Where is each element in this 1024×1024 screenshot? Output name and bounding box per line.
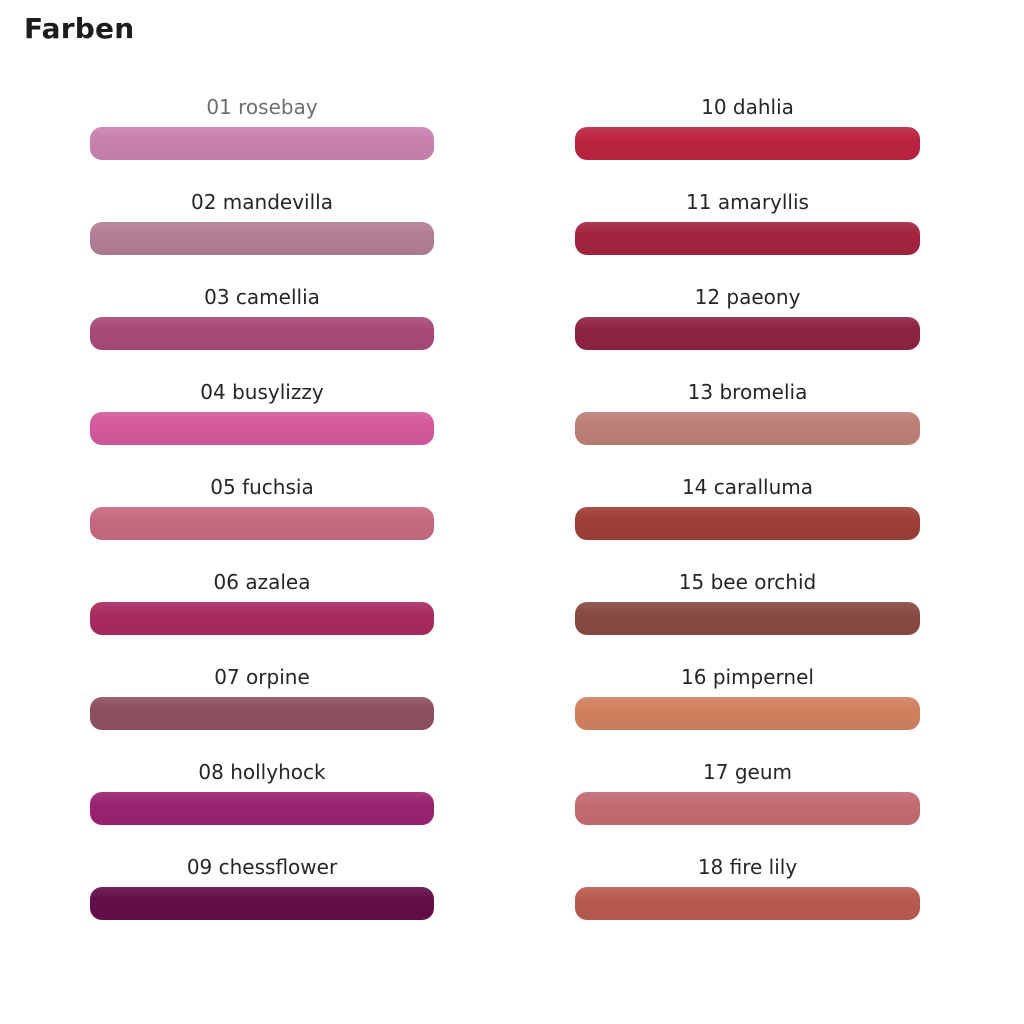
swatch-label: 13 bromelia [687,380,808,404]
swatch-label: 12 paeony [694,285,801,309]
swatch-entry-01-rosebay: 01 rosebay [90,94,434,189]
swatch-07-orpine[interactable] [90,697,434,730]
swatch-12-paeony[interactable] [575,317,920,350]
swatch-06-azalea[interactable] [90,602,434,635]
swatch-entry-14-caralluma: 14 caralluma [575,474,920,569]
swatch-column-right: 10 dahlia 11 amaryllis 12 paeony 13 brom… [575,94,920,949]
swatch-entry-10-dahlia: 10 dahlia [575,94,920,189]
swatch-entry-04-busylizzy: 04 busylizzy [90,379,434,474]
swatch-label: 01 rosebay [206,95,318,119]
page-title: Farben [24,12,135,45]
swatch-03-camellia[interactable] [90,317,434,350]
swatch-label: 07 orpine [214,665,310,689]
swatch-label: 05 fuchsia [210,475,314,499]
swatch-entry-15-bee-orchid: 15 bee orchid [575,569,920,664]
swatch-entry-16-pimpernel: 16 pimpernel [575,664,920,759]
swatch-label: 11 amaryllis [686,190,809,214]
swatch-16-pimpernel[interactable] [575,697,920,730]
swatch-entry-06-azalea: 06 azalea [90,569,434,664]
swatch-entry-12-paeony: 12 paeony [575,284,920,379]
swatch-entry-09-chessflower: 09 chessflower [90,854,434,949]
swatch-08-hollyhock[interactable] [90,792,434,825]
swatch-15-bee-orchid[interactable] [575,602,920,635]
swatch-label: 03 camellia [204,285,320,309]
swatch-09-chessflower[interactable] [90,887,434,920]
swatch-label: 09 chessflower [186,855,338,879]
swatch-label: 14 caralluma [681,475,814,499]
swatch-10-dahlia[interactable] [575,127,920,160]
swatch-label: 08 hollyhock [198,760,326,784]
swatch-label: 17 geum [703,760,792,784]
swatch-05-fuchsia[interactable] [90,507,434,540]
swatch-17-geum[interactable] [575,792,920,825]
swatch-label: 18 fire lily [697,855,798,879]
swatch-11-amaryllis[interactable] [575,222,920,255]
swatch-entry-03-camellia: 03 camellia [90,284,434,379]
swatch-label: 15 bee orchid [678,570,817,594]
swatch-entry-11-amaryllis: 11 amaryllis [575,189,920,284]
swatch-column-left: 01 rosebay 02 mandevilla 03 camellia 04 … [90,94,434,949]
swatch-04-busylizzy[interactable] [90,412,434,445]
swatch-01-rosebay[interactable] [90,127,434,160]
swatch-13-bromelia[interactable] [575,412,920,445]
swatch-entry-13-bromelia: 13 bromelia [575,379,920,474]
swatch-14-caralluma[interactable] [575,507,920,540]
swatch-entry-08-hollyhock: 08 hollyhock [90,759,434,854]
swatch-label: 02 mandevilla [191,190,333,214]
swatch-label: 16 pimpernel [681,665,814,689]
swatch-entry-05-fuchsia: 05 fuchsia [90,474,434,569]
swatch-label: 10 dahlia [701,95,794,119]
swatch-entry-17-geum: 17 geum [575,759,920,854]
swatch-02-mandevilla[interactable] [90,222,434,255]
swatch-18-fire-lily[interactable] [575,887,920,920]
swatch-entry-07-orpine: 07 orpine [90,664,434,759]
swatch-label: 06 azalea [213,570,311,594]
swatch-label: 04 busylizzy [200,380,324,404]
swatch-entry-18-fire-lily: 18 fire lily [575,854,920,949]
swatch-entry-02-mandevilla: 02 mandevilla [90,189,434,284]
